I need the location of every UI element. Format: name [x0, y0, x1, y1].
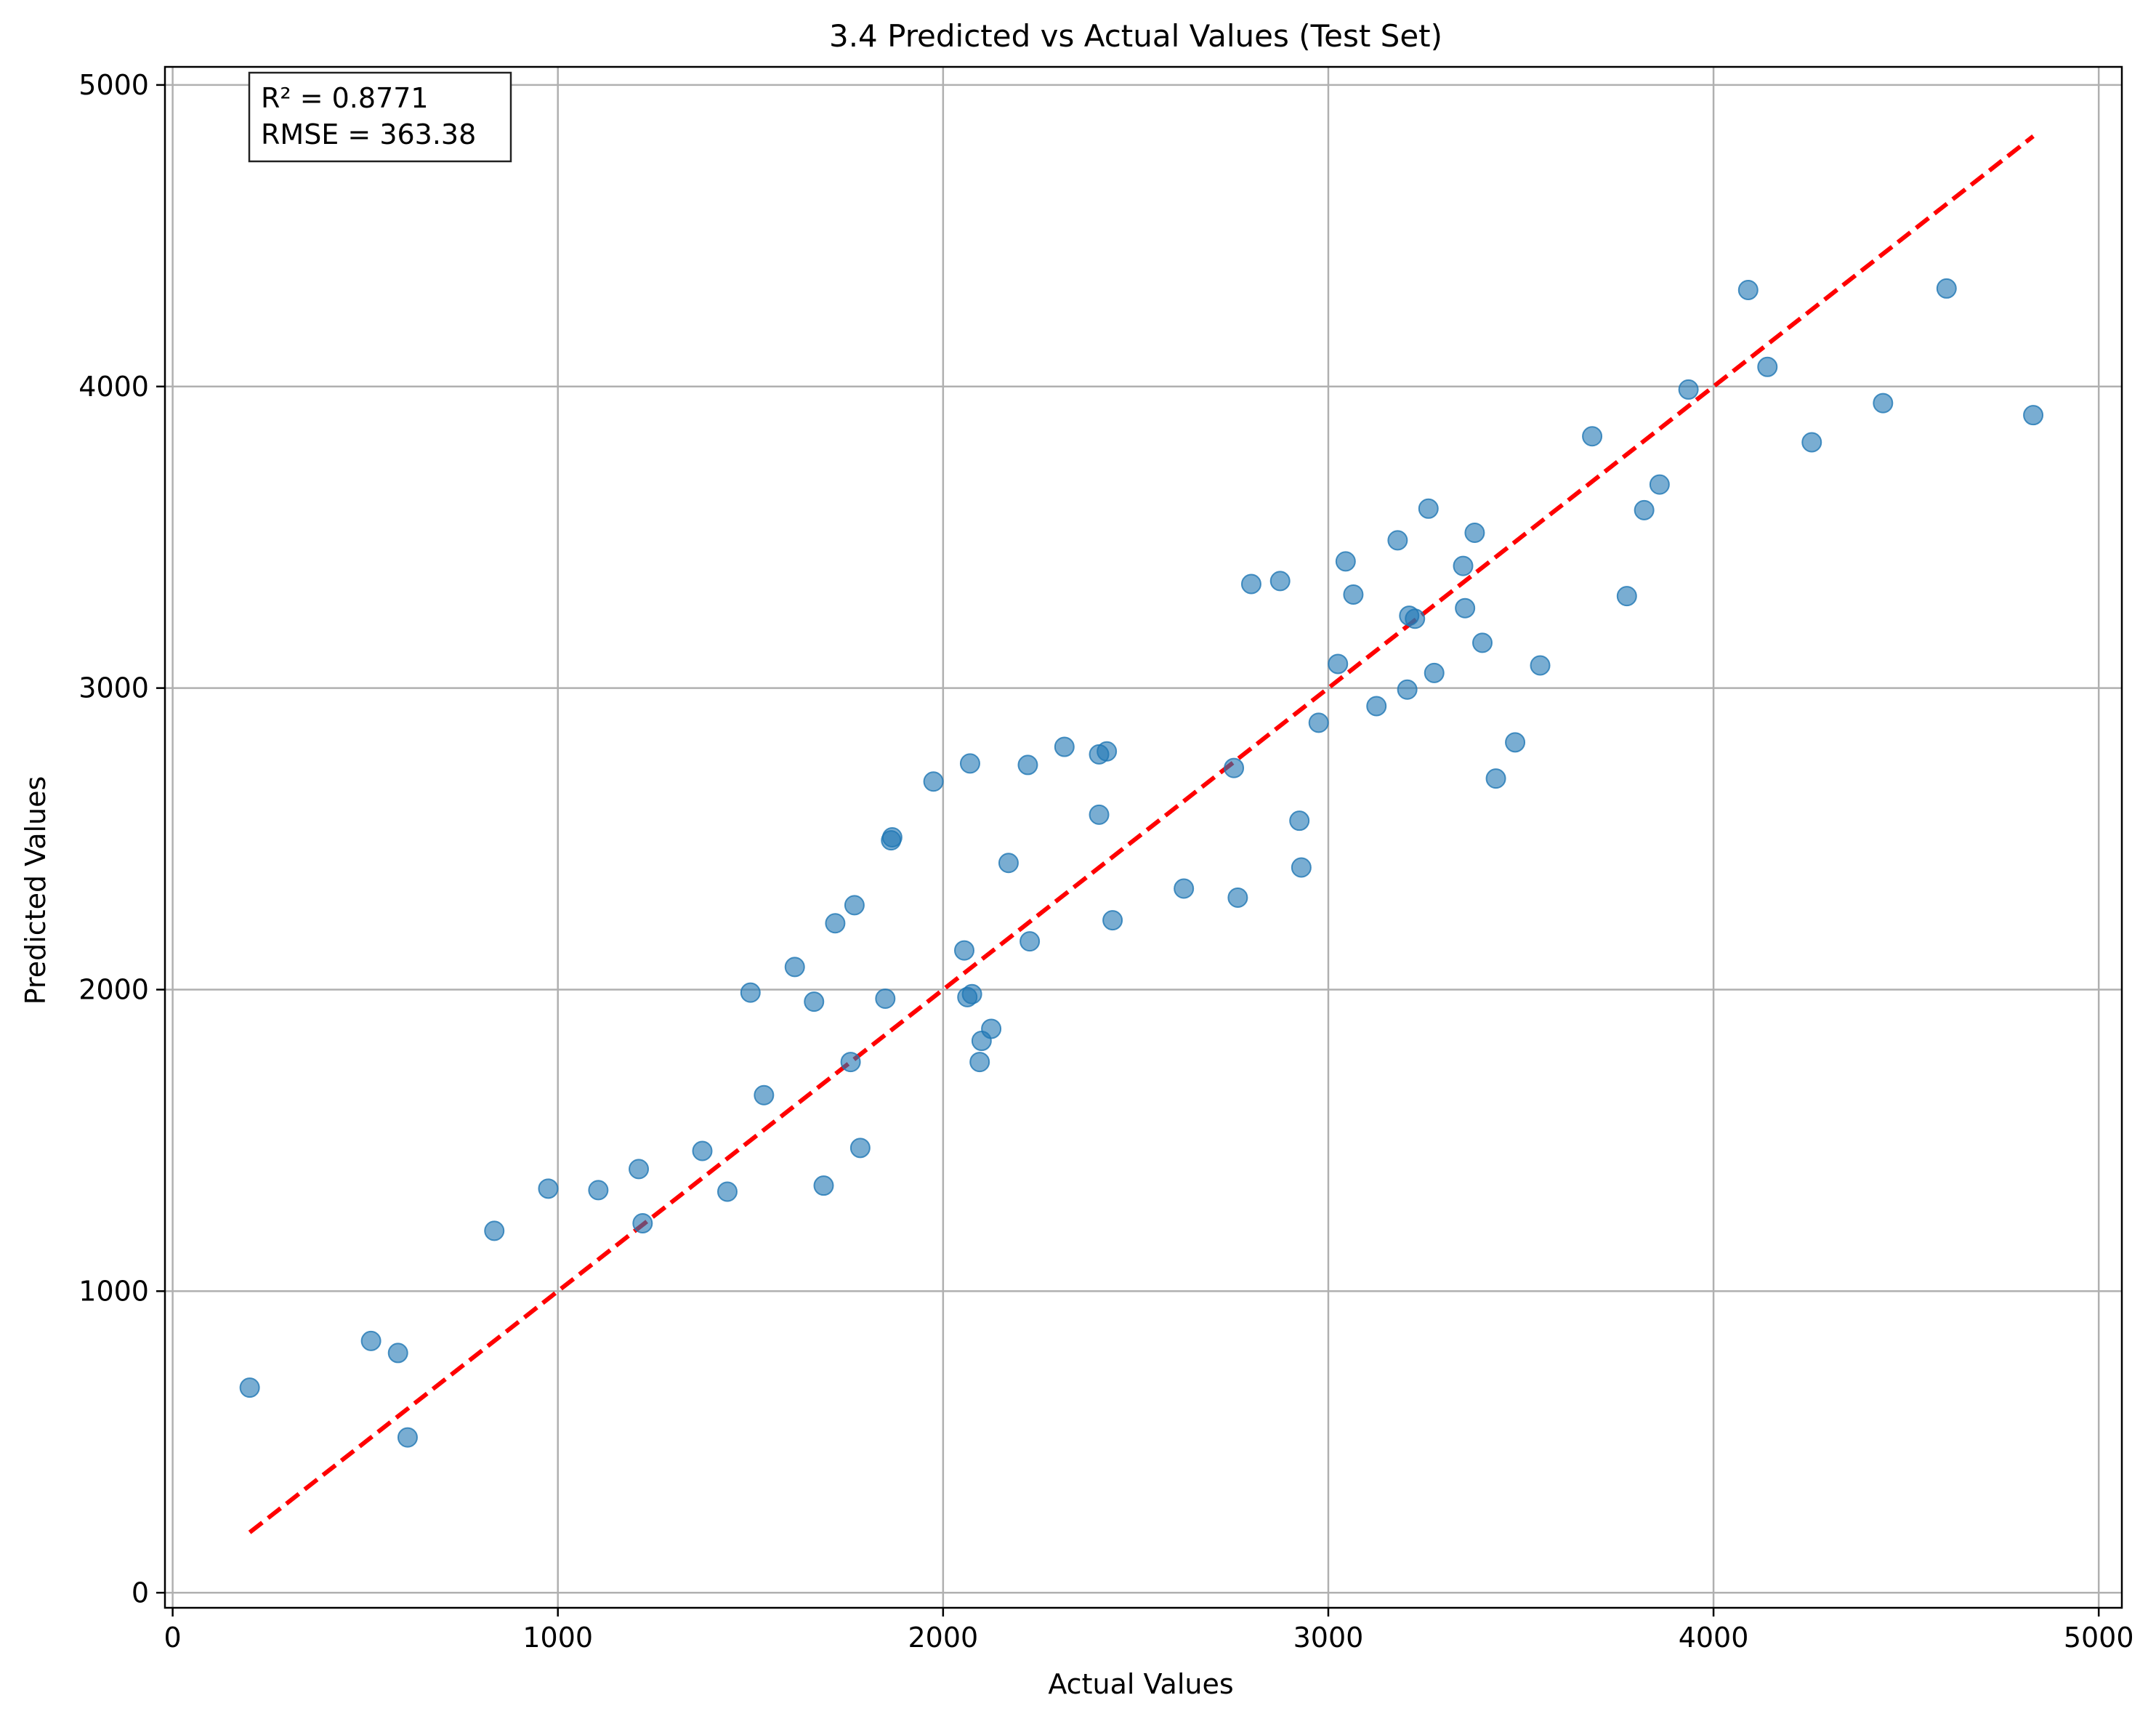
- y-tick-label: 0: [132, 1577, 149, 1609]
- data-point: [397, 1427, 418, 1448]
- data-point: [1634, 499, 1655, 520]
- data-point: [1269, 571, 1291, 592]
- data-point: [632, 1213, 653, 1234]
- data-point: [1405, 608, 1426, 629]
- data-point: [1240, 573, 1261, 595]
- data-point: [1224, 757, 1245, 778]
- data-point: [998, 853, 1019, 874]
- data-point: [969, 1052, 990, 1073]
- y-tick-label: 4000: [78, 371, 149, 403]
- x-tick-label: 5000: [2064, 1622, 2134, 1654]
- data-point: [1472, 632, 1493, 653]
- data-points: [239, 278, 2044, 1448]
- data-point: [1464, 522, 1485, 543]
- data-point: [813, 1175, 834, 1196]
- x-tick-label: 3000: [1293, 1622, 1364, 1654]
- data-point: [1020, 931, 1041, 952]
- data-point: [1343, 584, 1364, 605]
- data-point: [849, 1138, 871, 1159]
- x-tick-label: 4000: [1679, 1622, 1749, 1654]
- data-point: [740, 982, 761, 1003]
- y-axis-ticks: 0 1000 2000 3000 4000 5000: [78, 69, 165, 1609]
- data-point: [959, 753, 980, 774]
- y-tick-label: 2000: [78, 974, 149, 1006]
- data-point: [840, 1052, 861, 1073]
- y-tick-label: 1000: [78, 1275, 149, 1307]
- data-point: [754, 1084, 775, 1106]
- data-point: [1174, 878, 1195, 899]
- x-tick-label: 1000: [522, 1622, 593, 1654]
- data-point: [1418, 498, 1439, 519]
- data-point: [1366, 696, 1387, 717]
- data-point: [1335, 551, 1356, 572]
- data-point: [1017, 754, 1038, 776]
- data-point: [588, 1180, 609, 1201]
- r2-text: R² = 0.8771: [261, 82, 429, 114]
- reference-line: [248, 134, 2035, 1534]
- data-point: [981, 1018, 1002, 1039]
- data-point: [825, 913, 846, 934]
- data-point: [1616, 586, 1637, 607]
- data-point: [2023, 405, 2044, 426]
- data-point: [1387, 530, 1408, 551]
- data-point: [1289, 810, 1310, 832]
- x-axis-ticks: 0 1000 2000 3000 4000 5000: [164, 1608, 2134, 1654]
- data-point: [1678, 379, 1699, 400]
- data-point: [692, 1140, 713, 1162]
- data-point: [1291, 857, 1312, 878]
- data-point: [1227, 887, 1248, 908]
- data-point: [1097, 741, 1118, 762]
- data-point: [1397, 679, 1418, 700]
- data-point: [1054, 736, 1075, 757]
- data-point: [716, 1181, 738, 1202]
- data-point: [1453, 555, 1474, 576]
- data-point: [1455, 597, 1476, 619]
- data-point: [1424, 662, 1445, 683]
- plot-frame: [163, 65, 2123, 1609]
- data-point: [1530, 655, 1551, 676]
- reference-line-path: [248, 134, 2035, 1534]
- data-point: [1649, 474, 1670, 495]
- data-point: [784, 957, 805, 978]
- data-point: [1102, 910, 1123, 931]
- stats-box: [248, 71, 512, 163]
- x-axis-label: Actual Values: [1048, 1668, 1233, 1700]
- data-point: [875, 988, 896, 1009]
- chart-title: 3.4 Predicted vs Actual Values (Test Set…: [829, 18, 1442, 54]
- data-point: [961, 983, 982, 1005]
- data-point: [1936, 278, 1957, 299]
- data-point: [923, 771, 944, 792]
- data-point: [1505, 732, 1526, 753]
- data-point: [239, 1377, 260, 1398]
- data-point: [484, 1220, 505, 1241]
- data-point: [1801, 432, 1822, 453]
- data-point: [1582, 426, 1603, 447]
- data-point: [538, 1178, 559, 1199]
- data-point: [1485, 768, 1506, 789]
- data-point: [844, 895, 865, 916]
- data-point: [1873, 392, 1894, 414]
- stats-annotation: R² = 0.8771 RMSE = 363.38: [248, 71, 512, 163]
- data-point: [953, 940, 974, 961]
- data-point: [1757, 356, 1778, 377]
- data-point: [360, 1330, 381, 1351]
- data-point: [1737, 280, 1759, 301]
- y-tick-label: 5000: [78, 69, 149, 101]
- x-tick-label: 2000: [908, 1622, 978, 1654]
- rmse-text: RMSE = 363.38: [261, 118, 476, 150]
- x-tick-label: 0: [164, 1622, 182, 1654]
- data-point: [881, 827, 903, 848]
- data-point: [387, 1342, 408, 1364]
- data-point: [629, 1159, 650, 1180]
- data-point: [804, 991, 825, 1013]
- y-axis-label: Predicted Values: [20, 776, 52, 1005]
- data-point: [1308, 712, 1329, 733]
- data-point: [1089, 804, 1110, 825]
- data-point: [1328, 653, 1349, 675]
- y-tick-label: 3000: [78, 672, 149, 704]
